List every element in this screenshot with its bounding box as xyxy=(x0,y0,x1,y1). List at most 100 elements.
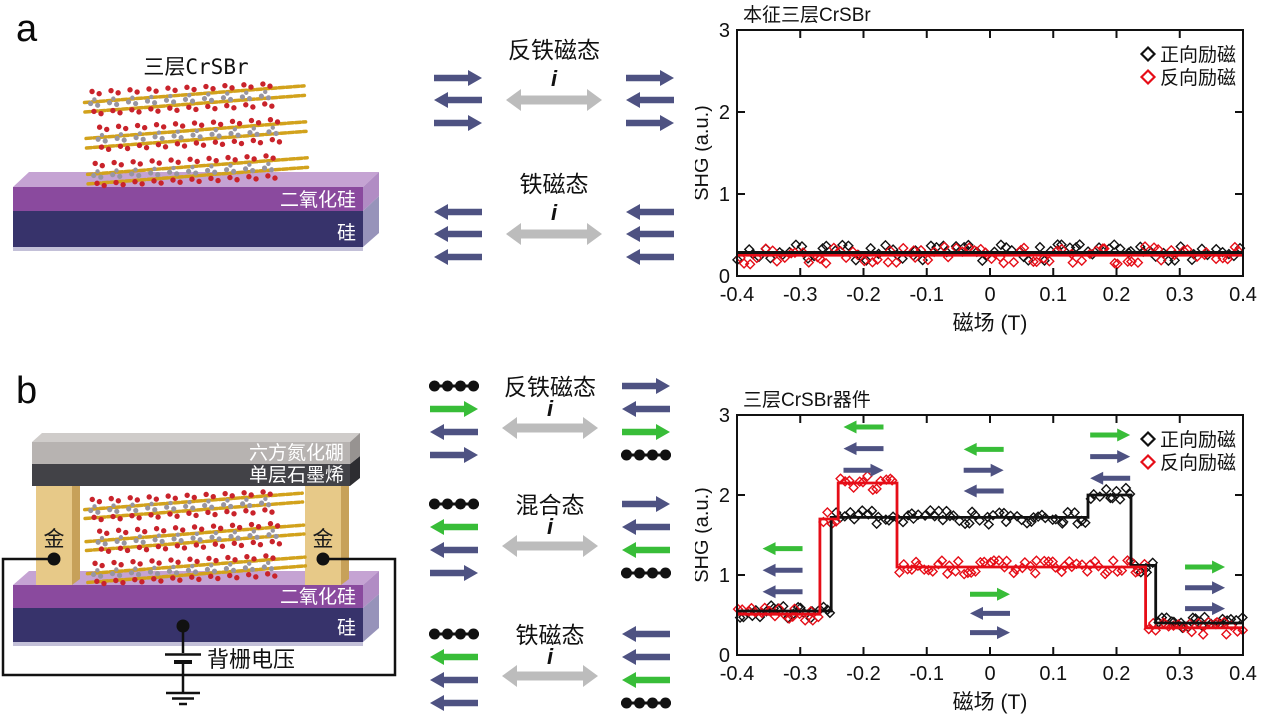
spin-arrow-left-icon xyxy=(622,672,670,688)
contact-wire-loop xyxy=(1,557,397,677)
sio2-front-face xyxy=(13,585,363,608)
spin-arrow-right-icon xyxy=(434,115,482,131)
chart-title: 本征三层CrSBr xyxy=(743,4,871,26)
spin-arrow-right-icon xyxy=(1185,581,1226,595)
crsbr-crystal-lattice xyxy=(82,489,308,587)
state-title: 反铁磁态 xyxy=(508,37,600,63)
y-tick-label: 1 xyxy=(719,184,730,206)
si-side-face xyxy=(363,196,379,247)
graphene-label: 单层石墨烯 xyxy=(249,464,344,486)
spin-arrow-left-icon xyxy=(434,249,482,265)
chart-title: 三层CrSBr器件 xyxy=(743,389,871,411)
si-bottom-edge xyxy=(13,247,363,251)
x-tick-label: 0.2 xyxy=(1103,284,1131,306)
spin-arrow-left-icon xyxy=(626,92,674,108)
spin-arrow-left-icon xyxy=(622,649,670,665)
y-tick-label: 3 xyxy=(719,405,730,427)
si-front-face xyxy=(13,211,363,247)
crsbr-crystal-lattice xyxy=(82,81,310,189)
sio2-side-face xyxy=(363,172,379,211)
spin-config-annotation-3 xyxy=(762,542,803,599)
a-axis-i-label: i xyxy=(547,396,554,421)
spin-arrow-right-icon xyxy=(622,378,670,394)
gate-voltage-label: 背栅电压 xyxy=(207,647,295,672)
state-title: 反铁磁态 xyxy=(504,374,596,400)
gold-left-label: 金 xyxy=(44,528,65,551)
a-axis-double-arrow-icon xyxy=(506,89,602,111)
state-title: 铁磁态 xyxy=(520,171,589,197)
spin-arrow-left-icon xyxy=(430,424,478,440)
spin-arrow-left-icon xyxy=(843,442,884,456)
y-tick-label: 1 xyxy=(719,565,730,587)
spin-arrow-left-icon xyxy=(626,204,674,220)
x-tick-label: -0.2 xyxy=(846,284,880,306)
sio2-side-face xyxy=(363,571,379,608)
graphene-chain-icon xyxy=(621,449,671,461)
contact-node-right xyxy=(316,552,330,566)
a-axis-i-label: i xyxy=(547,514,554,539)
x-axis-label: 磁场 (T) xyxy=(953,312,1028,335)
x-tick-labels: -0.4 -0.3 -0.2 -0.1 0 0.1 0.2 0.3 0.4 xyxy=(720,663,1257,685)
x-tick-label: 0.4 xyxy=(1229,284,1257,306)
legend-label-0: 正向励磁 xyxy=(1160,44,1236,66)
panel-label-a: a xyxy=(16,8,38,50)
x-tick-label: 0 xyxy=(984,284,995,306)
x-tick-labels: -0.4 -0.3 -0.2 -0.1 0 0.1 0.2 0.3 0.4 xyxy=(720,284,1257,306)
x-tick-label: 0.3 xyxy=(1166,284,1194,306)
device-intrinsic-sample: 三层CrSBr 二氧化硅 硅 xyxy=(13,55,379,251)
spin-arrow-right-icon xyxy=(622,496,670,512)
spin-arrow-right-icon xyxy=(843,463,884,477)
x-tick-label: -0.4 xyxy=(720,663,754,685)
state-group-ferromagnetic: 铁磁态 i xyxy=(428,168,680,281)
legend-label-1: 反向励磁 xyxy=(1160,452,1236,474)
spin-config-annotation-1 xyxy=(963,442,1004,498)
shg-chart-intrinsic: -0.4 -0.3 -0.2 -0.1 0 0.1 0.2 0.3 0.4 0 1 2 3 本征三层CrS… xyxy=(695,4,1257,335)
spin-config-annotation-5 xyxy=(1185,560,1226,616)
spin-arrow-right-icon xyxy=(626,115,674,131)
x-tick-label: -0.3 xyxy=(783,284,817,306)
state-group-antiferromagnetic-device: 反铁磁态 i xyxy=(424,368,676,485)
y-tick-label: 2 xyxy=(719,102,730,124)
legend-label-1: 反向励磁 xyxy=(1160,67,1236,89)
y-tick-label: 2 xyxy=(719,485,730,507)
graphene-chain-icon xyxy=(621,697,671,709)
graphene-chain-icon xyxy=(429,498,479,510)
sio2-label: 二氧化硅 xyxy=(280,189,356,211)
hbn-side-face xyxy=(350,433,360,464)
x-tick-label: -0.2 xyxy=(846,663,880,685)
spin-arrow-left-icon xyxy=(434,204,482,220)
spin-config-annotation-0 xyxy=(843,420,884,477)
spin-arrow-left-icon xyxy=(430,695,478,711)
state-title: 铁磁态 xyxy=(516,622,585,648)
axis-ticks xyxy=(736,414,1244,656)
spin-arrow-left-icon xyxy=(626,226,674,242)
a-axis-double-arrow-icon xyxy=(502,665,598,687)
x-tick-label: 0 xyxy=(984,663,995,685)
x-tick-label: -0.1 xyxy=(910,663,944,685)
graphene-chain-icon xyxy=(621,567,671,579)
a-axis-i-label: i xyxy=(551,200,558,225)
spin-arrow-left-icon xyxy=(434,92,482,108)
spin-arrow-left-icon xyxy=(622,401,670,417)
x-tick-label: 0.2 xyxy=(1103,663,1131,685)
gate-contact-node xyxy=(176,619,190,633)
si-label: 硅 xyxy=(337,222,356,244)
legend-marker-0 xyxy=(1139,430,1157,448)
state-diagram: 反铁磁态 i xyxy=(434,37,674,131)
gold-right-label: 金 xyxy=(313,528,334,551)
axis-ticks xyxy=(736,29,1244,277)
state-group-antiferromagnetic: 反铁磁态 i xyxy=(428,34,680,147)
sweep-line-1 xyxy=(737,481,1243,630)
x-tick-label: 0.4 xyxy=(1229,663,1257,685)
spin-arrow-right-icon xyxy=(963,463,1004,477)
hbn-label: 六方氮化硼 xyxy=(249,442,344,464)
spin-arrow-left-icon xyxy=(430,649,478,665)
spin-arrow-left-icon xyxy=(762,563,803,577)
legend-marker-1 xyxy=(1139,453,1157,471)
graphene-side-face xyxy=(350,456,360,486)
x-tick-label: -0.3 xyxy=(783,663,817,685)
panel-label-b: b xyxy=(16,370,38,412)
legend-marker-0 xyxy=(1139,45,1157,63)
spin-arrow-left-icon xyxy=(622,519,670,535)
